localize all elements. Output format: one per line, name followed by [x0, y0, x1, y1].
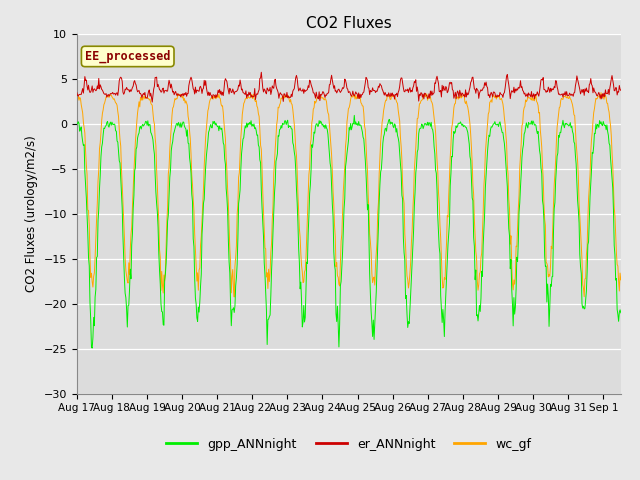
Legend: gpp_ANNnight, er_ANNnight, wc_gf: gpp_ANNnight, er_ANNnight, wc_gf	[161, 433, 536, 456]
Y-axis label: CO2 Fluxes (urology/m2/s): CO2 Fluxes (urology/m2/s)	[25, 135, 38, 292]
Title: CO2 Fluxes: CO2 Fluxes	[306, 16, 392, 31]
Text: EE_processed: EE_processed	[85, 50, 170, 63]
